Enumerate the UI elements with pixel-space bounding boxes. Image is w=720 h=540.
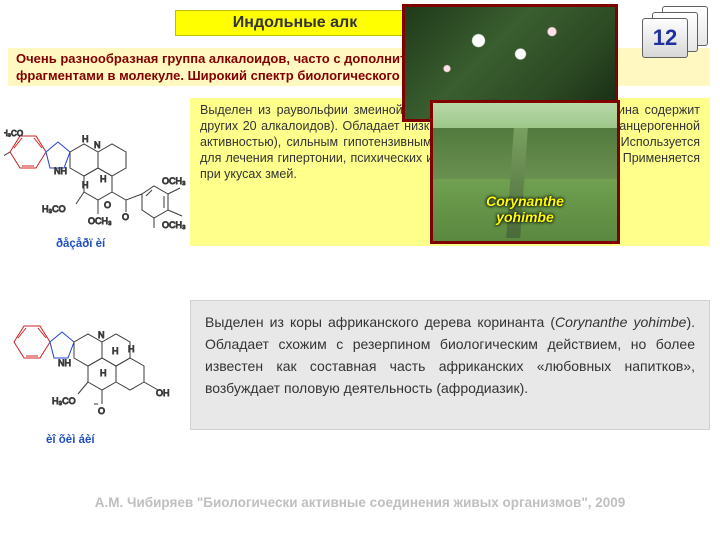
footer-citation: А.М. Чибиряев "Биологически активные сое…: [0, 495, 720, 510]
svg-text:O: O: [98, 406, 105, 416]
photo-corynanthe: Corynanthe yohimbe: [430, 100, 620, 244]
reserpine-caption: ðåçåðï èí: [56, 238, 105, 250]
svg-text:H: H: [82, 180, 89, 190]
svg-text:H: H: [100, 174, 107, 184]
svg-text:OH: OH: [156, 388, 170, 398]
svg-text:H₃CO: H₃CO: [4, 129, 23, 138]
sec2-latin: Corynanthe yohimbe: [555, 314, 686, 330]
svg-text:NH: NH: [58, 358, 71, 368]
svg-text:O: O: [104, 200, 111, 210]
svg-text:OCH₃: OCH₃: [88, 216, 112, 226]
page-title-text: Индольные алк: [233, 14, 357, 32]
photo-stack: Rauwolfia serpentina Corynanthe yohimbe: [402, 0, 618, 248]
svg-text:H₃CO: H₃CO: [42, 204, 66, 214]
sec2-pre: Выделен из коры африканского дерева кори…: [205, 314, 555, 330]
yohimbine-description: Выделен из коры африканского дерева кори…: [190, 300, 710, 430]
page-number: 12: [642, 18, 688, 58]
svg-text:H: H: [100, 368, 107, 378]
photo-corynanthe-label: Corynanthe yohimbe: [433, 193, 617, 225]
page-number-stack: 12: [638, 6, 710, 64]
svg-text:H₃CO: H₃CO: [52, 396, 76, 406]
yohimbine-caption: èî õèì áèí: [46, 434, 95, 446]
footer-text: А.М. Чибиряев "Биологически активные сое…: [95, 495, 626, 510]
page-number-value: 12: [653, 25, 677, 51]
svg-text:H: H: [112, 346, 119, 356]
reserpine-structure: NH N H₃CO OCH₃ O O OCH₃ OCH₃ H₃CO H H H: [4, 96, 190, 236]
svg-text:N: N: [94, 140, 101, 150]
svg-text:H: H: [82, 134, 89, 144]
svg-text:NH: NH: [54, 166, 67, 176]
svg-text:OCH₃: OCH₃: [162, 176, 186, 186]
svg-text:O: O: [122, 212, 129, 222]
svg-text:N: N: [98, 330, 105, 340]
yohimbine-structure: NH N H H H H₃CO O OH: [8, 296, 186, 436]
sec1-pre: Выделен из раувольфии змеиной: [200, 103, 408, 117]
page-title: Индольные алк: [175, 10, 415, 36]
svg-text:OCH₃: OCH₃: [162, 220, 186, 230]
svg-text:H: H: [128, 344, 135, 354]
